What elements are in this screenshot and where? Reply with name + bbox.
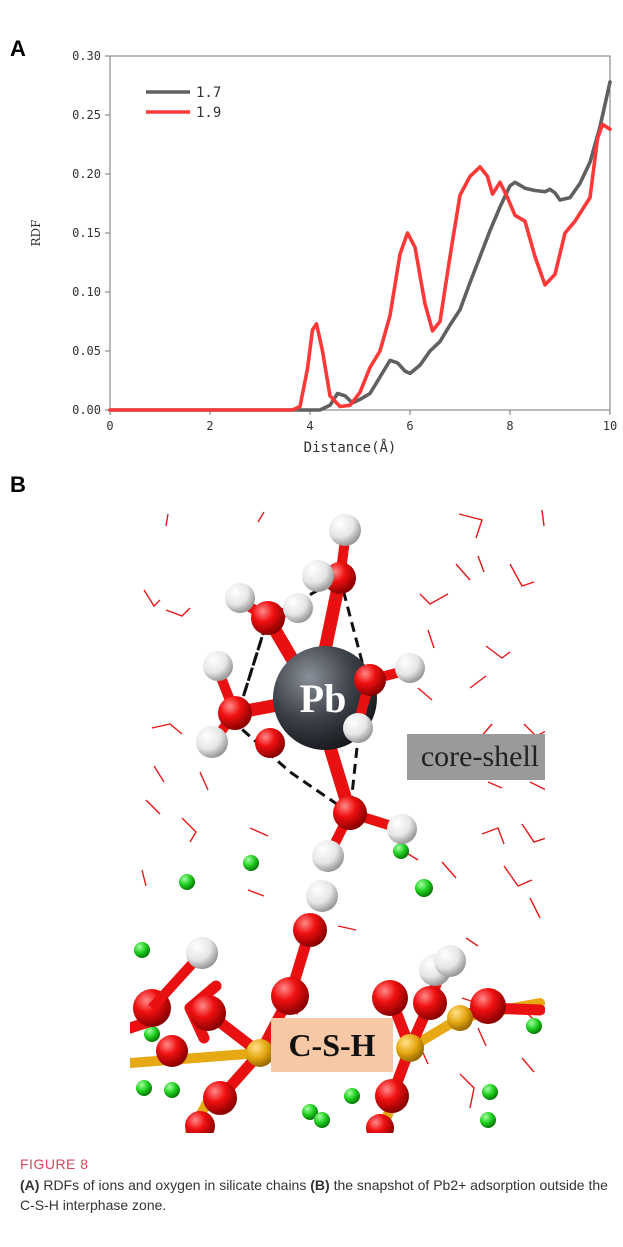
core-shell-label-box [407, 734, 545, 780]
caption-part-b: the snapshot of Pb2+ adsorption outside … [20, 1177, 608, 1213]
csh-label: C-S-H [288, 1027, 375, 1063]
caption-part-a: RDFs of ions and oxygen in silicate chai… [39, 1177, 311, 1193]
x-tick-label: 2 [206, 419, 213, 433]
panel-b-letter: B [10, 472, 26, 497]
y-tick-label: 0.15 [72, 226, 101, 240]
x-axis-title: Distance(Å) [304, 439, 397, 456]
y-tick-label: 0.25 [72, 108, 101, 122]
caption-marker-b: (B) [310, 1177, 330, 1193]
legend-label-1.9: 1.9 [196, 105, 221, 121]
x-tick-label: 4 [306, 419, 313, 433]
y-tick-label: 0.05 [72, 344, 101, 358]
figure-label: FIGURE 8 [20, 1156, 89, 1172]
rdf-chart: 0 2 4 6 8 10 0.00 0.05 0.10 0.15 0.20 0.25 0.30 Dista… [29, 49, 617, 456]
x-tick-label: 0 [106, 419, 113, 433]
x-tick-label: 6 [406, 419, 413, 433]
calcium-ions [134, 843, 542, 1128]
molecular-snapshot: Pb core-shell C- [130, 509, 545, 1133]
panel-a-letter: A [10, 36, 26, 61]
series-line-1.7 [108, 80, 612, 412]
legend-label-1.7: 1.7 [196, 85, 221, 101]
caption-marker-a: (A) [20, 1177, 40, 1193]
core-shell-label: core-shell [421, 740, 539, 773]
coordinated-waters [196, 514, 425, 872]
x-tick-label: 8 [506, 419, 513, 433]
y-tick-label: 0.10 [72, 285, 101, 299]
csh-label-box [271, 1018, 393, 1072]
caption-text: (A) RDFs of ions and oxygen in silicate … [20, 1175, 610, 1215]
x-tick-label: 10 [603, 419, 617, 433]
y-tick-label: 0.30 [72, 49, 101, 63]
y-tick-label: 0.00 [72, 403, 101, 417]
plot-frame [109, 55, 611, 411]
y-axis-title: RDF [29, 220, 43, 247]
series-line-1.9 [108, 122, 612, 412]
figure-caption: FIGURE 8 (A) RDFs of ions and oxygen in … [20, 1156, 610, 1215]
silicate-chain [130, 880, 545, 1133]
pb-label: Pb [300, 676, 347, 721]
y-tick-label: 0.20 [72, 167, 101, 181]
